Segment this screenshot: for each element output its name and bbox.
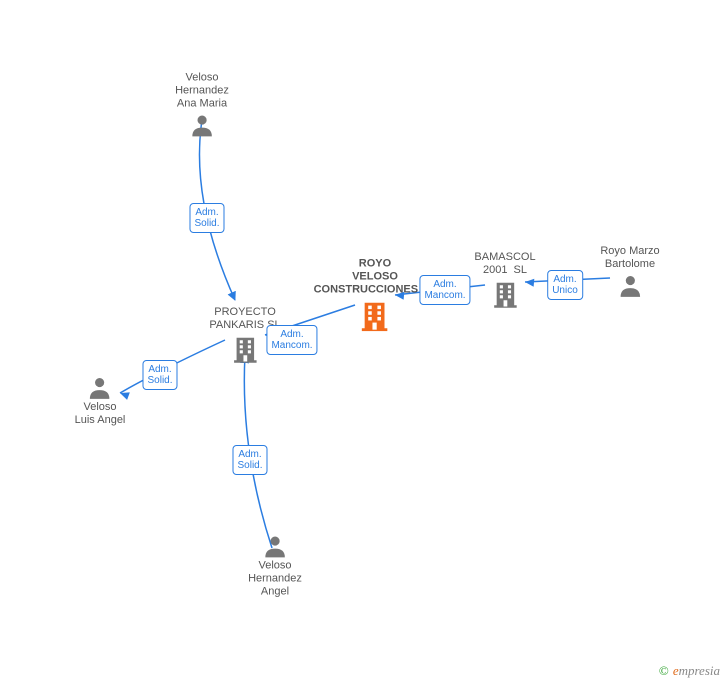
person-icon [189,113,215,139]
watermark-text: mpresia [679,663,720,678]
node-center: ROYO VELOSO CONSTRUCCIONES SA [314,258,437,333]
node-icon-wrap [75,375,126,401]
node-label: ROYO VELOSO CONSTRUCCIONES SA [314,258,437,297]
edge-label: Adm. Unico [547,270,583,300]
person-icon [262,534,288,560]
building-icon [358,299,392,333]
node-icon-wrap [474,279,535,309]
person-icon [87,375,113,401]
edge-label: Adm. Solid. [189,203,224,233]
node-royo_person: Royo Marzo Bartolome [600,245,659,299]
building-icon [230,334,260,364]
node-icon-wrap [175,113,229,139]
node-angel: Veloso Hernandez Angel [248,532,302,599]
watermark: ©empresia [659,663,720,679]
node-label: Veloso Hernandez Ana Maria [175,72,229,111]
node-icon-wrap [248,534,302,560]
node-icon-wrap [314,299,437,333]
diagram-canvas: Veloso Hernandez Ana Maria Veloso Luis A… [0,0,728,685]
edge-label: Adm. Mancom. [266,325,317,355]
copyright-symbol: © [659,663,669,678]
edge-label: Adm. Mancom. [419,275,470,305]
person-icon [617,273,643,299]
node-label: Veloso Luis Angel [75,401,126,427]
node-bamascol: BAMASCOL 2001 SL [474,251,535,309]
node-label: Veloso Hernandez Angel [248,560,302,599]
edges-layer [0,0,728,685]
node-luis: Veloso Luis Angel [75,373,126,427]
edge-label: Adm. Solid. [142,360,177,390]
node-label: Royo Marzo Bartolome [600,245,659,271]
node-label: BAMASCOL 2001 SL [474,251,535,277]
node-icon-wrap [600,273,659,299]
building-icon [490,279,520,309]
node-ana: Veloso Hernandez Ana Maria [175,72,229,139]
edge-label: Adm. Solid. [232,445,267,475]
